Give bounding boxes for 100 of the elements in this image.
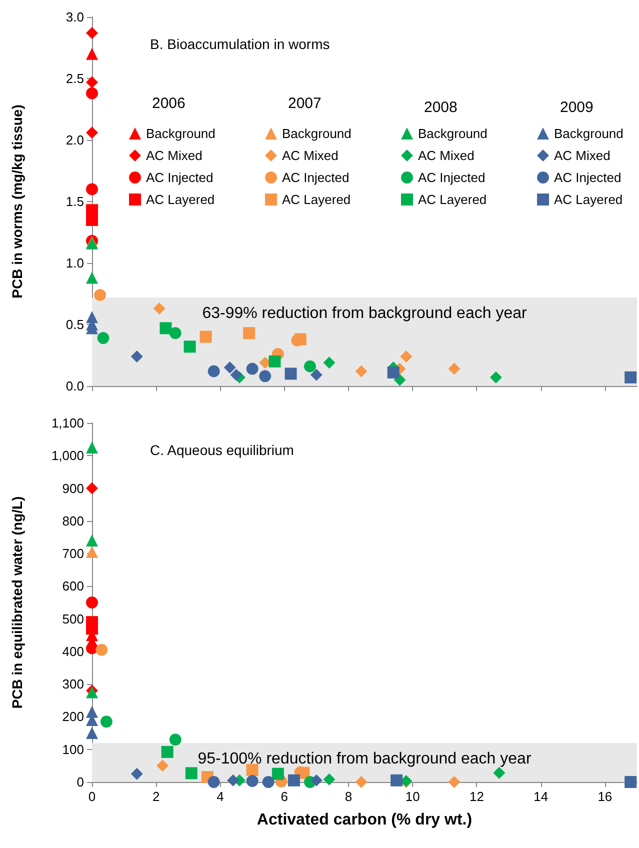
y-tick-label: 400 xyxy=(62,644,84,659)
point xyxy=(130,768,143,780)
legend-label: Background xyxy=(554,126,624,141)
point xyxy=(86,482,98,494)
point xyxy=(130,350,143,362)
point xyxy=(156,760,169,772)
y-tick-label: 0.0 xyxy=(66,378,84,394)
point xyxy=(86,534,98,546)
band-label: 95-100% reduction from background each year xyxy=(198,750,532,768)
y-tick-label: 800 xyxy=(62,513,84,528)
point xyxy=(208,776,220,788)
point xyxy=(86,26,98,39)
point xyxy=(86,546,98,558)
point xyxy=(86,48,98,60)
point xyxy=(86,272,98,284)
y-axis-title: PCB in equilibrated water (ng/L) xyxy=(9,496,25,709)
y-tick-label: 0.5 xyxy=(66,317,84,332)
y-tick-label: 500 xyxy=(62,611,84,626)
legend-label: AC Mixed xyxy=(418,148,474,163)
point xyxy=(243,327,256,340)
point xyxy=(184,340,196,353)
point xyxy=(323,773,336,786)
point xyxy=(169,734,182,746)
annotation: 2007 xyxy=(288,95,322,112)
legend-label: AC Injected xyxy=(146,170,214,185)
legend-label: AC Injected xyxy=(554,170,622,185)
y-tick-label: 1.0 xyxy=(66,256,84,270)
point xyxy=(294,333,306,346)
point xyxy=(86,183,98,196)
legend-label: AC Injected xyxy=(418,170,486,185)
point xyxy=(390,774,403,786)
point xyxy=(304,360,316,372)
legend-label: AC Layered xyxy=(282,192,351,207)
point xyxy=(227,774,240,786)
legend-label: Background xyxy=(146,126,216,141)
y-tick-label: 2.0 xyxy=(66,132,84,148)
annotation: B. Bioaccumulation in worms xyxy=(150,36,330,52)
x-tick-label: 10 xyxy=(405,789,420,804)
y-tick-label: 2.5 xyxy=(66,71,84,86)
point xyxy=(246,775,258,788)
legend-label: AC Layered xyxy=(554,192,623,207)
legend-label: AC Mixed xyxy=(146,148,202,163)
point xyxy=(161,746,174,758)
x-tick-label: 12 xyxy=(469,789,484,804)
point xyxy=(160,322,172,334)
y-tick-label: 1.5 xyxy=(66,194,84,209)
point xyxy=(96,644,108,656)
point xyxy=(310,774,322,786)
point xyxy=(185,767,198,780)
point xyxy=(355,365,368,378)
point xyxy=(284,368,297,380)
point xyxy=(387,366,400,378)
y-tick-label: 900 xyxy=(62,480,84,496)
point xyxy=(86,642,98,654)
point xyxy=(268,355,281,368)
point xyxy=(230,368,242,381)
point xyxy=(624,371,637,384)
point xyxy=(400,350,412,362)
legend-label: AC Mixed xyxy=(282,148,338,163)
point xyxy=(86,87,98,100)
point xyxy=(86,441,98,454)
x-tick-label: 16 xyxy=(598,789,612,804)
annotation: 2009 xyxy=(560,99,594,116)
point xyxy=(169,327,182,340)
x-tick-label: 4 xyxy=(216,789,224,804)
annotation: 2006 xyxy=(152,95,186,112)
y-tick-label: 200 xyxy=(62,709,84,724)
x-tick-label: 8 xyxy=(344,789,352,804)
point xyxy=(246,362,258,375)
x-tick-label: 2 xyxy=(152,789,160,804)
legend-label: AC Layered xyxy=(146,192,215,207)
y-tick-label: 300 xyxy=(62,676,84,692)
point xyxy=(624,776,637,788)
y-tick-label: 100 xyxy=(62,742,84,757)
x-tick-label: 14 xyxy=(534,789,548,804)
point xyxy=(448,362,460,375)
point xyxy=(86,596,98,608)
point xyxy=(323,356,336,369)
point xyxy=(288,774,300,786)
point xyxy=(200,330,212,343)
point xyxy=(259,370,272,382)
point xyxy=(224,362,236,374)
point xyxy=(355,776,368,788)
annotation: C. Aqueous equilibrium xyxy=(150,442,294,458)
point xyxy=(100,716,112,728)
legend-label: Background xyxy=(418,126,488,141)
point xyxy=(272,768,284,780)
point xyxy=(86,727,98,740)
y-tick-label: 1,100 xyxy=(51,416,84,430)
y-tick-label: 700 xyxy=(62,546,84,562)
legend-label: AC Layered xyxy=(418,192,487,207)
legend-label: Background xyxy=(282,126,352,141)
y-tick-label: 1,000 xyxy=(51,448,84,464)
legend-label: AC Mixed xyxy=(554,148,610,163)
point xyxy=(493,766,506,779)
point xyxy=(208,365,220,378)
y-axis-title: PCB in worms (mg/kg tissue) xyxy=(9,104,25,298)
y-tick-label: 3.0 xyxy=(66,10,84,24)
point xyxy=(262,776,274,788)
point xyxy=(448,776,460,788)
